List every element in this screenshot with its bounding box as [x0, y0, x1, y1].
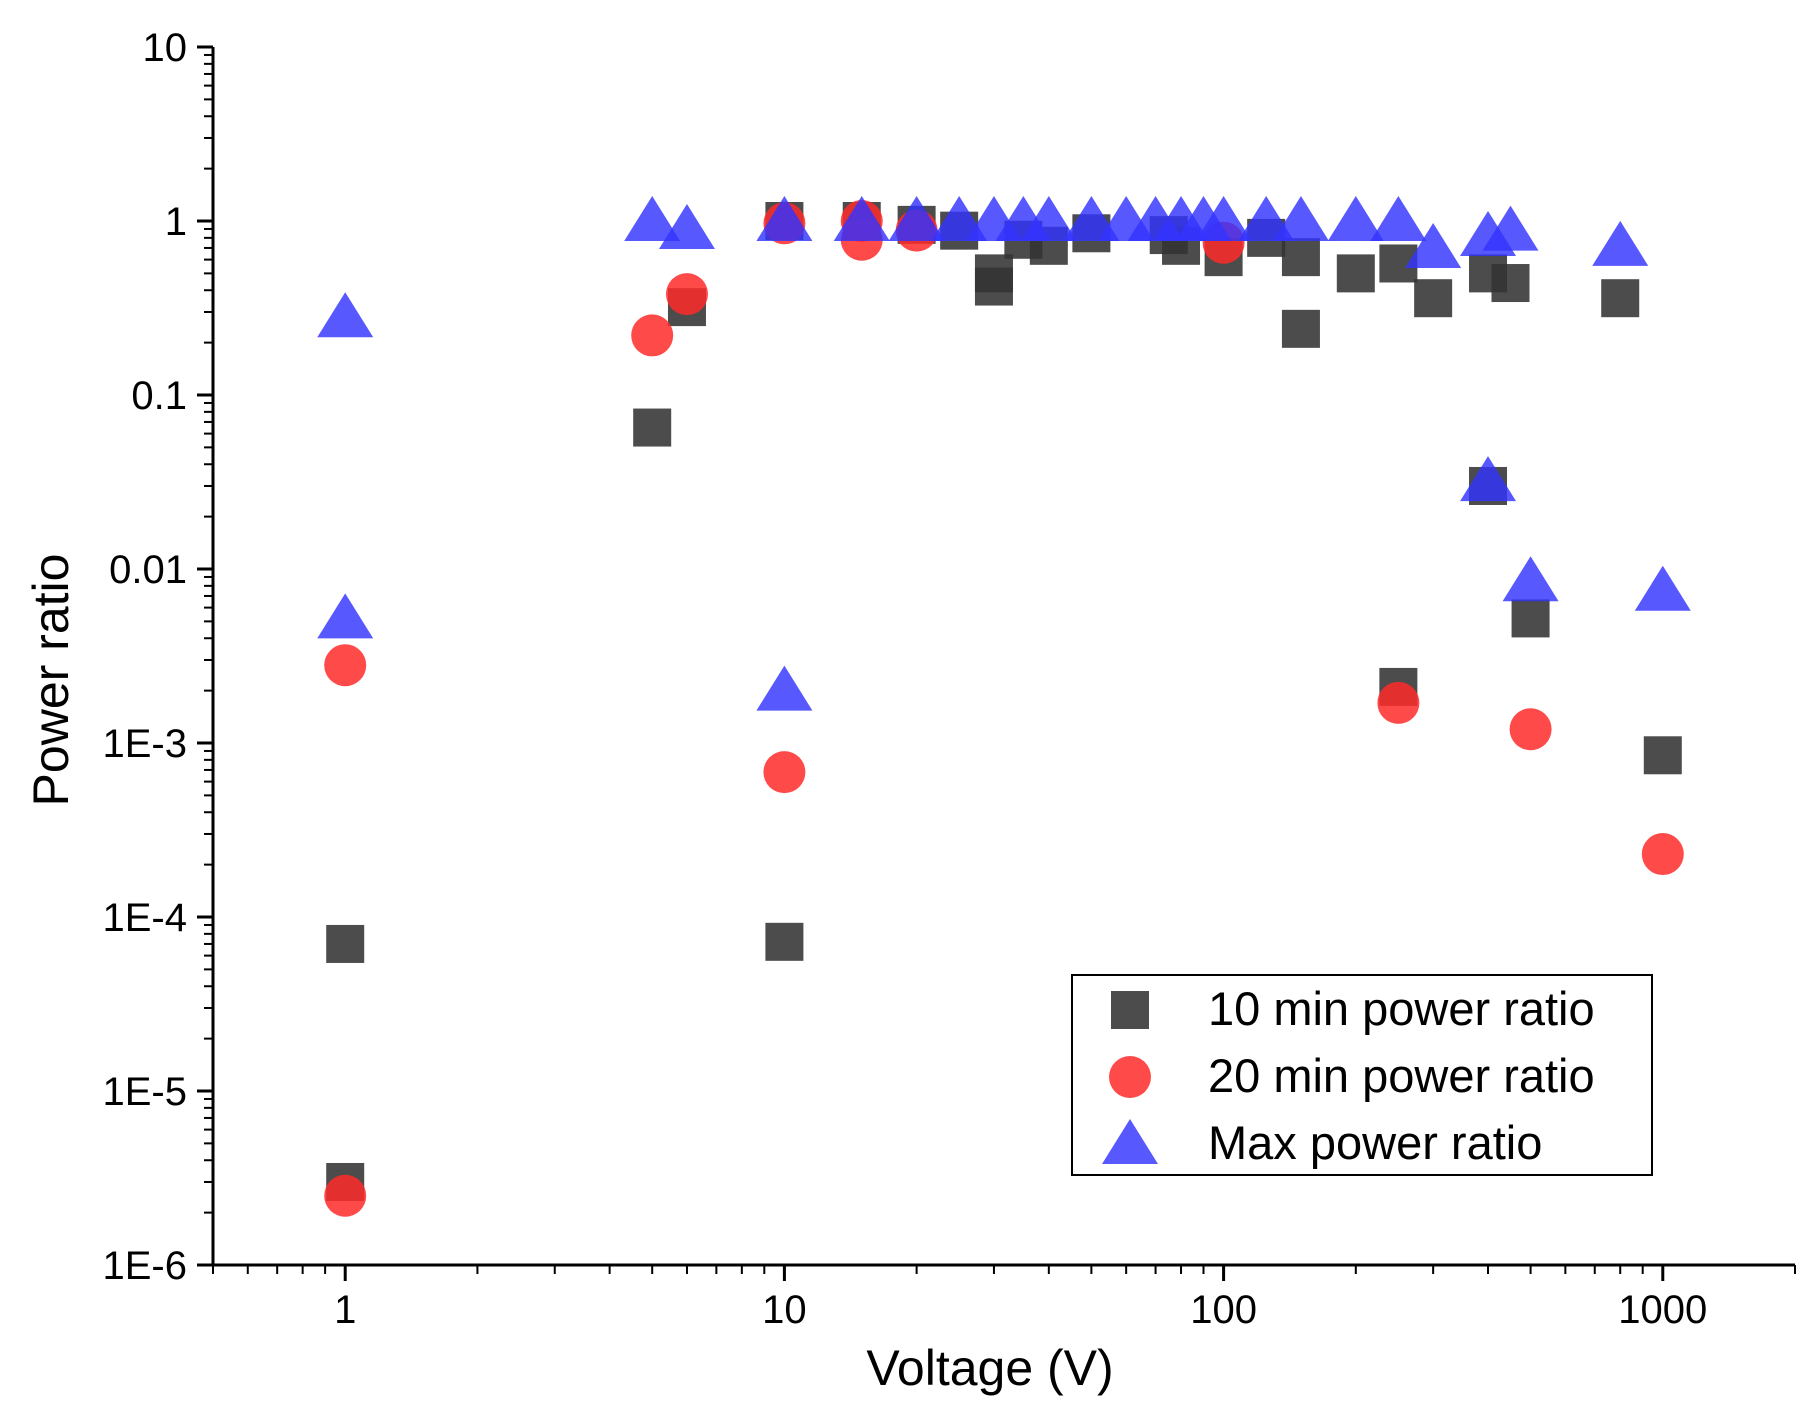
y-tick-label: 1E-4 [103, 896, 188, 940]
data-point-square-marker [1336, 254, 1375, 293]
y-axis-title: Power ratio [23, 554, 79, 807]
data-point-triangle-marker [1592, 220, 1649, 266]
x-axis-title: Voltage (V) [866, 1340, 1113, 1396]
data-point-square-marker [1491, 264, 1530, 303]
legend-label-10-min: 10 min power ratio [1208, 982, 1595, 1035]
data-point-triangle-marker [1502, 556, 1559, 602]
legend-marker-10-min [1111, 991, 1149, 1029]
data-point-square-marker [1601, 279, 1640, 318]
y-tick-label: 1 [165, 200, 187, 244]
data-point-circle-marker [1641, 833, 1684, 876]
axes: 1E-6 1E-5 1E-4 1E-3 0.01 0.1 1 10 1 10 100 1000 [103, 26, 1796, 1332]
y-tick-label: 10 [143, 26, 188, 70]
data-point-triangle-marker [1482, 205, 1539, 251]
x-tick-label: 10 [762, 1288, 807, 1332]
data-point-triangle-marker [833, 196, 890, 241]
data-markers [317, 196, 1691, 1217]
data-point-triangle-marker [317, 292, 374, 338]
y-tick-label: 1E-3 [103, 722, 188, 766]
legend-box [1071, 974, 1653, 1176]
y-tick-label: 0.1 [131, 374, 187, 418]
y-tick-label: 1E-6 [103, 1244, 188, 1288]
data-point-triangle-marker [1327, 196, 1384, 241]
legend-label-max: Max power ratio [1208, 1116, 1542, 1169]
data-point-circle-marker [324, 644, 367, 687]
legend-circle-marker [1109, 1056, 1151, 1098]
data-point-triangle-marker [1272, 196, 1329, 241]
data-point-circle-marker [665, 273, 708, 316]
legend-marker-max [1102, 1119, 1158, 1164]
data-point-square-marker [1511, 599, 1550, 638]
data-point-square-marker [1643, 736, 1682, 775]
data-point-circle-marker [324, 1174, 367, 1217]
series-3 [317, 196, 1691, 711]
data-point-triangle-marker [658, 203, 715, 249]
x-tick-label: 1 [334, 1288, 356, 1332]
x-tick-label: 1000 [1618, 1288, 1707, 1332]
data-point-square-marker [633, 408, 672, 447]
data-point-triangle-marker [317, 593, 374, 639]
data-point-triangle-marker [888, 196, 945, 241]
data-point-circle-marker [631, 314, 674, 357]
data-point-triangle-marker [1370, 196, 1427, 241]
data-point-square-marker [1281, 309, 1320, 348]
y-tick-label: 0.01 [109, 548, 187, 592]
data-point-circle-marker [763, 751, 806, 794]
data-point-triangle-marker [1634, 565, 1691, 611]
legend-square-marker [1111, 991, 1149, 1029]
data-point-triangle-marker [756, 196, 813, 241]
data-point-square-marker [326, 924, 365, 963]
y-tick-label: 1E-5 [103, 1070, 188, 1114]
data-point-triangle-marker [624, 196, 681, 241]
legend-marker-20-min [1109, 1056, 1151, 1098]
legend: 10 min power ratio 20 min power ratio Ma… [1071, 974, 1653, 1176]
data-point-square-marker [1414, 279, 1453, 318]
data-point-triangle-marker [1405, 222, 1462, 268]
data-point-square-marker [974, 254, 1013, 293]
legend-triangle-marker [1102, 1119, 1158, 1164]
x-tick-label: 100 [1190, 1288, 1257, 1332]
data-point-triangle-marker [1460, 456, 1517, 502]
data-point-circle-marker [1377, 681, 1420, 724]
legend-label-20-min: 20 min power ratio [1208, 1049, 1595, 1102]
data-point-circle-marker [1509, 708, 1552, 751]
data-point-square-marker [765, 922, 804, 961]
data-point-triangle-marker [1195, 196, 1252, 241]
data-point-triangle-marker [756, 665, 813, 711]
data-point-square-marker [1281, 238, 1320, 277]
data-point-triangle-marker [1020, 196, 1077, 241]
